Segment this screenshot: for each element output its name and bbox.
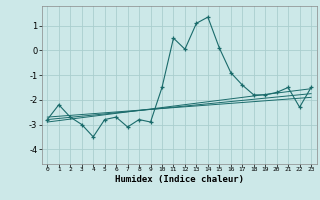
X-axis label: Humidex (Indice chaleur): Humidex (Indice chaleur) — [115, 175, 244, 184]
